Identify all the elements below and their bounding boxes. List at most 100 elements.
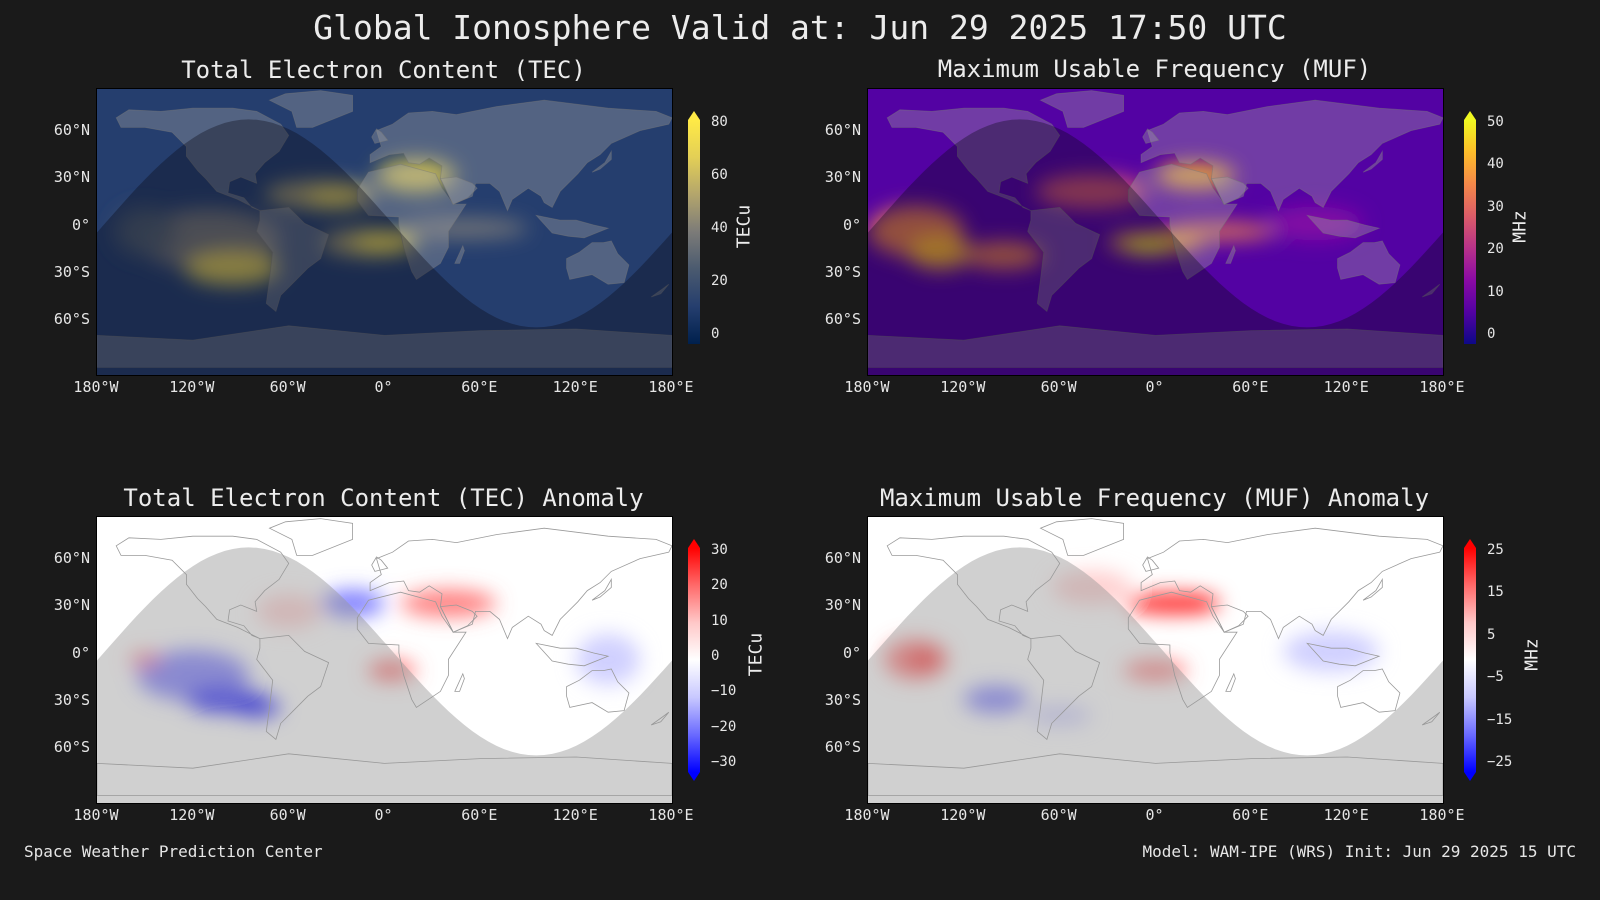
map-canvas xyxy=(868,517,1443,803)
coastline-eurasia xyxy=(369,527,672,640)
lat-tick-label: 30°N xyxy=(824,168,861,186)
colorbar-tick-label: 0 xyxy=(711,648,720,664)
lat-tick-label: 60°S xyxy=(53,310,90,328)
colorbar-tick-label: 80 xyxy=(711,114,728,130)
main-title: Global Ionosphere Valid at: Jun 29 2025 … xyxy=(313,8,1287,47)
colorbar-extend-max xyxy=(688,539,700,548)
colorbar-gradient xyxy=(688,548,700,772)
coastline-antarctica xyxy=(97,753,672,796)
coastline-greenland xyxy=(1039,90,1124,128)
coastline-greenland xyxy=(268,90,353,128)
coastline-north-america xyxy=(886,107,1061,211)
colorbar-tick-label: −25 xyxy=(1487,754,1513,770)
lon-tick-label: 180°E xyxy=(1419,806,1465,824)
colorbar-label: TECu xyxy=(733,204,755,249)
field-contour xyxy=(184,251,281,286)
night-shading-east xyxy=(1155,642,1443,803)
night-shading-east xyxy=(384,642,672,803)
lat-tick-label: 30°N xyxy=(53,596,90,614)
coastline-new-zealand xyxy=(650,711,670,726)
coastline-africa xyxy=(356,591,467,708)
coastline-eurasia xyxy=(369,99,672,212)
lat-tick-label: 60°N xyxy=(53,549,90,567)
colorbar xyxy=(688,111,700,344)
coastline-greenland xyxy=(268,518,353,556)
night-shading-west xyxy=(97,547,385,803)
coastline-north-america xyxy=(886,535,1061,639)
field-contour xyxy=(1123,240,1172,255)
lat-tick-label: 60°S xyxy=(824,738,861,756)
lon-tick-label: 180°E xyxy=(1419,378,1465,396)
coastline-madagascar xyxy=(1225,244,1236,264)
colorbar xyxy=(688,539,700,781)
lat-tick-label: 0° xyxy=(71,216,90,234)
footer-model-info: Model: WAM-IPE (WRS) Init: Jun 29 2025 1… xyxy=(1142,842,1576,861)
panel-title: Maximum Usable Frequency (MUF) xyxy=(937,55,1372,83)
field-contour xyxy=(112,205,177,257)
colorbar xyxy=(1464,539,1476,781)
colorbar-tick-label: 20 xyxy=(711,577,728,594)
coastline-australia xyxy=(1337,240,1401,285)
map-panel xyxy=(96,88,673,376)
lon-tick-label: 180°W xyxy=(844,806,890,824)
coastline-madagascar xyxy=(454,244,465,264)
map-panel xyxy=(867,88,1444,376)
field-contour xyxy=(1123,660,1188,681)
coastline-south-america xyxy=(1027,634,1101,741)
colorbar-tick-label: 10 xyxy=(711,612,728,629)
lon-tick-label: 60°W xyxy=(269,378,306,396)
map-canvas xyxy=(97,89,672,375)
colorbar-tick-label: 20 xyxy=(711,273,728,289)
coastline-arabia xyxy=(1210,176,1249,205)
lat-tick-label: 30°S xyxy=(53,691,90,709)
coastline-japan xyxy=(1362,149,1383,173)
coastline-madagascar xyxy=(1225,672,1236,692)
field-contour xyxy=(1283,630,1380,672)
lat-tick-label: 30°S xyxy=(824,263,861,281)
lon-tick-label: 120°E xyxy=(1323,378,1369,396)
colorbar-tick-label: −30 xyxy=(711,754,737,770)
field-contour xyxy=(1187,596,1220,611)
colorbar-label: MHz xyxy=(1509,210,1531,243)
field-contour xyxy=(320,589,385,618)
night-shading-west xyxy=(868,119,1156,375)
field-contour xyxy=(128,652,161,667)
coastline-north-america xyxy=(115,107,290,211)
colorbar-extend-min xyxy=(1464,772,1476,781)
lat-tick-label: 30°S xyxy=(53,263,90,281)
lon-tick-label: 60°E xyxy=(1232,806,1269,824)
lat-tick-label: 0° xyxy=(842,644,861,662)
map-panel xyxy=(867,516,1444,804)
lon-tick-label: 60°W xyxy=(269,806,306,824)
field-contour xyxy=(963,685,1028,714)
map-panel xyxy=(96,516,673,804)
coastline-uk xyxy=(1142,556,1160,572)
lat-tick-label: 30°N xyxy=(53,168,90,186)
lon-tick-label: 60°E xyxy=(461,378,498,396)
field-contour xyxy=(907,650,940,668)
lat-tick-label: 60°S xyxy=(824,310,861,328)
coastline-uk xyxy=(371,556,389,572)
colorbar xyxy=(1464,111,1476,344)
coastline-africa xyxy=(1127,591,1238,708)
field-contour xyxy=(963,241,1044,270)
colorbar-tick-label: 15 xyxy=(1487,584,1504,601)
lon-tick-label: 60°W xyxy=(1040,806,1077,824)
footer-credit: Space Weather Prediction Center xyxy=(24,842,323,861)
colorbar-gradient xyxy=(1464,548,1476,772)
map-canvas xyxy=(868,89,1443,375)
coastline-new-zealand xyxy=(1421,711,1441,726)
coastline-uk xyxy=(371,128,389,144)
field-contour xyxy=(1035,174,1148,209)
field-contour xyxy=(368,660,417,681)
coastline-south-america xyxy=(256,634,330,741)
colorbar-tick-label: −15 xyxy=(1487,711,1513,728)
field-contour xyxy=(352,234,417,252)
map-canvas xyxy=(97,517,672,803)
coastline-eurasia xyxy=(1140,527,1443,640)
coastline-japan xyxy=(591,577,612,601)
coastline-australia xyxy=(566,668,630,713)
lon-tick-label: 120°W xyxy=(169,378,215,396)
lon-tick-label: 120°E xyxy=(552,378,598,396)
lon-tick-label: 60°E xyxy=(461,806,498,824)
